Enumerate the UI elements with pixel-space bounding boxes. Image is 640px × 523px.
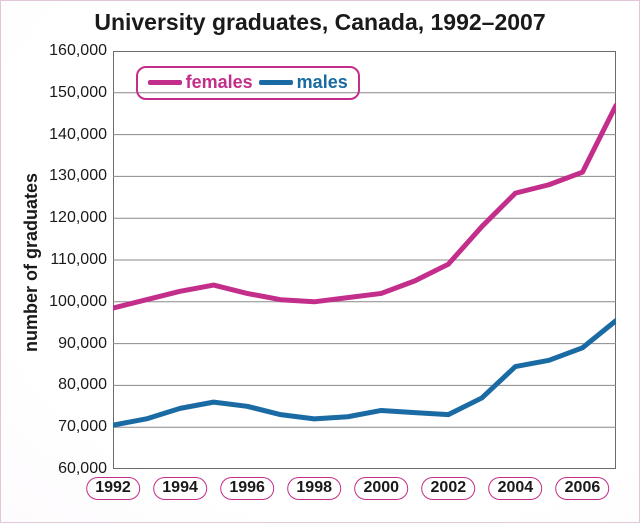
chart-title: University graduates, Canada, 1992–2007 xyxy=(1,9,639,36)
legend-item-males: males xyxy=(259,72,348,93)
series-females xyxy=(113,105,616,308)
y-tick-label: 160,000 xyxy=(47,42,107,60)
legend-swatch xyxy=(148,80,182,85)
series-males xyxy=(113,321,616,426)
x-tick-label: 1994 xyxy=(153,477,207,500)
y-tick-label: 110,000 xyxy=(47,251,107,269)
y-axis-label: number of graduates xyxy=(21,173,42,352)
gridlines xyxy=(113,93,616,427)
legend-label: females xyxy=(186,72,253,93)
legend: females males xyxy=(136,66,360,100)
x-tick-label: 1992 xyxy=(86,477,140,500)
legend-swatch xyxy=(259,80,293,85)
x-tick-label: 2006 xyxy=(556,477,610,500)
y-tick-label: 150,000 xyxy=(47,84,107,102)
y-tick-label: 130,000 xyxy=(47,167,107,185)
y-tick-label: 60,000 xyxy=(47,460,107,478)
series-group xyxy=(113,105,616,425)
plot-area xyxy=(113,51,616,469)
y-tick-label: 100,000 xyxy=(47,293,107,311)
y-tick-label: 70,000 xyxy=(47,418,107,436)
x-tick-label: 2000 xyxy=(354,477,408,500)
x-tick-label: 1998 xyxy=(287,477,341,500)
x-tick-label: 1996 xyxy=(220,477,274,500)
y-tick-label: 80,000 xyxy=(47,376,107,394)
legend-item-females: females xyxy=(148,72,253,93)
x-tick-label: 2004 xyxy=(489,477,543,500)
y-tick-label: 90,000 xyxy=(47,335,107,353)
chart-container: University graduates, Canada, 1992–2007 … xyxy=(0,0,640,523)
legend-label: males xyxy=(297,72,348,93)
x-tick-label: 2002 xyxy=(422,477,476,500)
y-tick-label: 120,000 xyxy=(47,209,107,227)
y-tick-label: 140,000 xyxy=(47,126,107,144)
